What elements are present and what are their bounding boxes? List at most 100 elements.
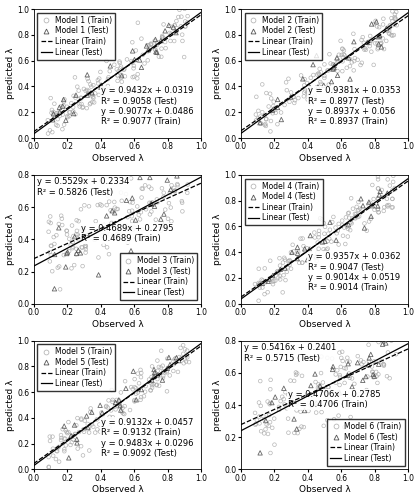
- Point: [117, 404, 123, 411]
- Point: [74, 436, 80, 444]
- Point: [135, 386, 142, 394]
- Point: [271, 414, 278, 422]
- Point: [304, 88, 311, 96]
- Point: [281, 254, 288, 262]
- Point: [54, 264, 61, 272]
- Point: [359, 59, 365, 67]
- Point: [377, 188, 383, 196]
- Point: [322, 248, 328, 256]
- Point: [59, 125, 66, 133]
- Point: [99, 409, 105, 417]
- Point: [46, 248, 53, 256]
- Point: [270, 98, 277, 106]
- Point: [82, 248, 89, 256]
- Point: [57, 286, 63, 294]
- Point: [320, 82, 327, 90]
- Point: [164, 364, 171, 372]
- Point: [134, 202, 141, 210]
- Point: [99, 232, 106, 239]
- Point: [255, 265, 262, 273]
- Point: [389, 300, 396, 308]
- Point: [78, 243, 85, 251]
- Point: [351, 380, 358, 388]
- Point: [171, 188, 178, 196]
- Point: [167, 37, 174, 45]
- Point: [128, 223, 134, 231]
- Point: [134, 70, 141, 78]
- Point: [160, 188, 167, 196]
- Point: [172, 155, 178, 163]
- Point: [134, 19, 141, 27]
- Point: [343, 214, 349, 222]
- Point: [257, 118, 263, 126]
- Point: [67, 108, 74, 116]
- Point: [62, 434, 68, 442]
- Point: [130, 367, 136, 375]
- Point: [270, 280, 276, 288]
- Point: [151, 368, 158, 376]
- Point: [113, 66, 120, 74]
- Point: [341, 46, 347, 54]
- Point: [381, 203, 388, 211]
- Point: [63, 103, 70, 111]
- Point: [97, 428, 103, 436]
- Point: [391, 184, 398, 192]
- Point: [177, 146, 184, 154]
- Point: [375, 338, 382, 346]
- Point: [66, 247, 73, 255]
- Point: [285, 257, 291, 265]
- Point: [318, 80, 324, 88]
- Point: [58, 431, 64, 439]
- Point: [152, 46, 159, 54]
- Point: [171, 360, 178, 368]
- Point: [278, 108, 284, 116]
- Point: [128, 174, 134, 182]
- Point: [147, 44, 154, 52]
- Point: [349, 382, 355, 390]
- Point: [346, 55, 353, 63]
- Point: [171, 37, 178, 45]
- Point: [153, 49, 160, 57]
- Point: [145, 46, 152, 54]
- Legend: Model 5 (Train), Model 5 (Test), Linear (Train), Linear (Test): Model 5 (Train), Model 5 (Test), Linear …: [37, 344, 116, 391]
- Point: [119, 404, 126, 412]
- Point: [319, 238, 326, 246]
- Point: [314, 70, 320, 78]
- Point: [259, 284, 266, 292]
- Point: [97, 200, 104, 208]
- Point: [181, 53, 187, 61]
- Point: [131, 62, 137, 70]
- Point: [145, 42, 152, 50]
- Point: [63, 116, 69, 124]
- Point: [97, 68, 104, 76]
- Point: [331, 415, 337, 423]
- Point: [94, 416, 100, 424]
- Point: [281, 395, 287, 403]
- Point: [338, 51, 345, 59]
- X-axis label: Observed λ: Observed λ: [299, 486, 351, 494]
- Point: [321, 230, 328, 237]
- Point: [47, 94, 54, 102]
- Point: [264, 398, 271, 406]
- Point: [68, 99, 75, 107]
- Point: [122, 226, 129, 234]
- Point: [336, 51, 342, 59]
- Point: [56, 458, 63, 466]
- Point: [320, 378, 326, 386]
- Point: [291, 99, 298, 107]
- Point: [162, 44, 169, 52]
- Point: [111, 402, 118, 410]
- Point: [339, 45, 346, 53]
- Point: [381, 207, 387, 215]
- Point: [132, 46, 139, 54]
- Point: [89, 88, 95, 96]
- Point: [45, 228, 52, 236]
- Point: [360, 33, 366, 41]
- Point: [313, 84, 320, 92]
- Point: [89, 92, 95, 100]
- Text: y = 0.9432x + 0.0319
R² = 0.9058 (Test): y = 0.9432x + 0.0319 R² = 0.9058 (Test): [101, 86, 193, 106]
- Point: [344, 371, 351, 379]
- Point: [307, 84, 313, 92]
- Point: [344, 358, 351, 366]
- Point: [289, 248, 295, 256]
